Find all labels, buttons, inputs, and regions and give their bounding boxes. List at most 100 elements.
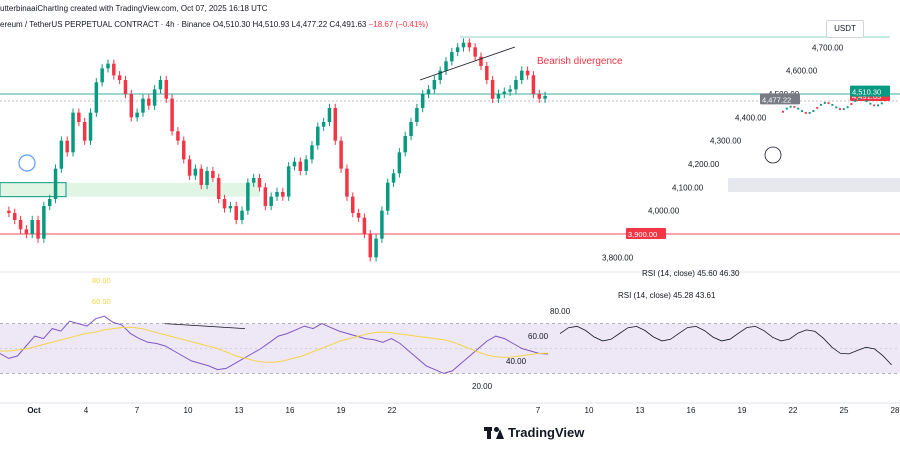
rsi-left-label-0: 80.00: [92, 276, 111, 285]
recent-candle-11: [823, 102, 826, 104]
candle-body-92: [543, 95, 547, 99]
x-tick-3: 10: [184, 406, 193, 415]
candle-body-59: [351, 196, 355, 213]
recent-candle-5: [801, 110, 803, 113]
candle-body-52: [310, 145, 314, 160]
candle-body-70: [415, 108, 419, 122]
price-label-4: 4,300.00: [710, 137, 742, 146]
recent-candle-13: [831, 103, 834, 106]
recent-candle-19: [854, 100, 857, 102]
candle-body-75: [444, 61, 448, 71]
candle-body-3: [24, 229, 29, 234]
recent-candles-group: [782, 98, 887, 114]
symbol-name[interactable]: ereum / TetherUS PERPETUAL CONTRACT · 4h…: [0, 20, 211, 29]
recent-candle-27: [884, 99, 887, 102]
candle-body-7: [47, 199, 52, 206]
candle-body-85: [502, 91, 507, 94]
candle-body-28: [170, 98, 174, 132]
rsi-tick-1: 60.00: [528, 332, 549, 341]
candle-body-72: [426, 89, 431, 94]
candle-body-37: [222, 199, 227, 209]
x-tick-15: 28: [891, 406, 900, 415]
x-tick-10: 13: [636, 406, 645, 415]
candle-body-41: [246, 182, 250, 211]
rsi-tick-2: 40.00: [506, 357, 527, 366]
divergence-annotation: Bearish divergence: [537, 56, 623, 67]
recent-candle-3: [793, 105, 796, 108]
watermark-header: utterbinaaiChartIng created with Trading…: [0, 4, 268, 13]
candle-body-71: [420, 94, 425, 108]
candles-group: [7, 38, 547, 262]
candle-body-40: [240, 210, 244, 220]
candle-body-91: [537, 94, 542, 99]
candle-body-87: [514, 80, 518, 90]
recent-candle-8: [812, 110, 815, 112]
rsi-tick-0: 80.00: [550, 307, 571, 316]
candle-body-54: [321, 122, 326, 127]
price-label-9: 3,800.00: [602, 253, 634, 262]
candle-body-16: [100, 68, 104, 83]
recent-candle-20: [858, 98, 860, 101]
candle-body-48: [286, 166, 291, 197]
symbol-legend: ereum / TetherUS PERPETUAL CONTRACT · 4h…: [0, 18, 428, 32]
candle-body-19: [117, 75, 122, 80]
support-zone: [0, 182, 260, 197]
candle-body-10: [65, 140, 69, 153]
right-range-zone: [728, 178, 900, 192]
candle-body-62: [368, 234, 372, 258]
candle-body-73: [432, 80, 437, 90]
candle-body-5: [36, 220, 40, 239]
candle-body-31: [187, 159, 192, 176]
candle-body-50: [298, 161, 303, 171]
candle-body-12: [77, 112, 81, 122]
recent-candle-23: [869, 102, 872, 105]
recent-candle-22: [865, 100, 868, 103]
candle-body-43: [257, 178, 262, 188]
candle-body-61: [362, 217, 367, 234]
candle-body-74: [438, 70, 442, 80]
recent-candle-14: [835, 106, 838, 109]
price-marker-1: 4,510.30: [852, 88, 881, 97]
candle-body-27: [164, 80, 169, 99]
candle-body-56: [333, 108, 338, 141]
currency-button[interactable]: USDT: [826, 20, 864, 38]
candle-body-86: [508, 89, 512, 92]
candle-body-17: [106, 63, 110, 69]
candle-body-24: [147, 98, 151, 106]
candle-body-88: [520, 70, 524, 80]
recent-candle-6: [804, 111, 807, 114]
circle-marker-left: [18, 154, 36, 172]
recent-candle-4: [797, 107, 800, 110]
recent-candle-21: [861, 98, 864, 101]
price-label-0: 4,700.00: [812, 43, 844, 52]
x-tick-13: 22: [789, 406, 798, 415]
recent-candle-26: [880, 102, 883, 105]
candle-body-32: [193, 168, 198, 176]
rsi-legend-2: RSI (14, close) 45.28 43.61: [618, 291, 716, 300]
recent-candle-7: [808, 111, 811, 114]
candle-body-76: [450, 52, 454, 62]
recent-candle-15: [839, 108, 841, 111]
candle-body-64: [380, 210, 384, 239]
candle-body-65: [385, 182, 390, 211]
price-label-7: 4,000.00: [648, 207, 680, 216]
recent-candle-16: [842, 108, 845, 111]
candle-body-80: [473, 47, 477, 57]
circle-marker-right: [764, 146, 782, 164]
x-tick-4: 13: [235, 406, 244, 415]
recent-candle-24: [873, 104, 876, 107]
candle-body-60: [356, 213, 361, 218]
x-tick-2: 7: [135, 406, 140, 415]
candle-body-11: [71, 112, 75, 153]
candle-body-42: [251, 178, 256, 183]
candle-body-79: [467, 42, 472, 48]
x-tick-8: 7: [536, 406, 541, 415]
candle-body-13: [82, 122, 87, 141]
x-tick-6: 19: [337, 406, 346, 415]
candle-body-51: [304, 159, 308, 171]
x-tick-5: 16: [286, 406, 295, 415]
candle-body-29: [176, 131, 180, 141]
candle-body-26: [158, 80, 163, 90]
candle-body-14: [88, 112, 93, 141]
